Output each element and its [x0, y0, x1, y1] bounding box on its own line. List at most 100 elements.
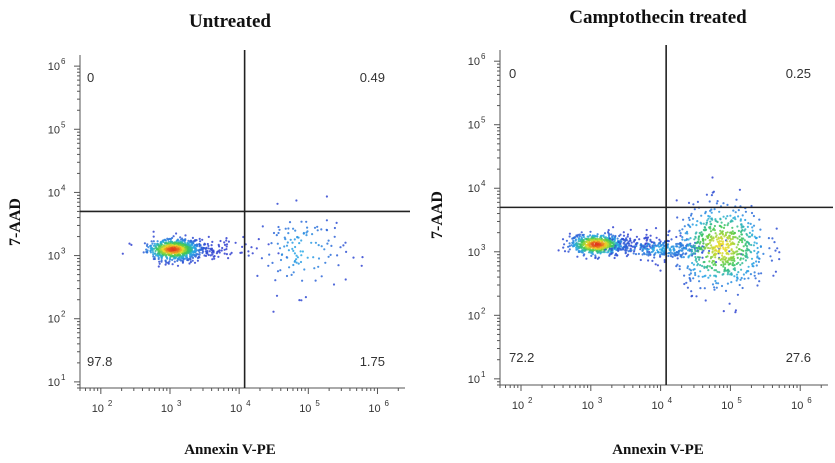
data-point	[741, 241, 744, 244]
data-point	[647, 248, 650, 251]
data-point	[641, 244, 645, 247]
data-point	[194, 247, 197, 250]
data-point	[149, 249, 152, 253]
data-point	[572, 239, 575, 242]
data-point	[184, 234, 187, 237]
data-point	[677, 249, 681, 252]
data-point	[329, 253, 332, 256]
data-point	[173, 250, 176, 254]
data-point	[778, 258, 781, 261]
data-point	[686, 265, 690, 268]
data-point	[753, 241, 756, 244]
data-point	[288, 221, 292, 224]
data-point	[653, 256, 656, 259]
data-point	[711, 255, 714, 258]
data-point	[756, 284, 759, 287]
data-point	[715, 282, 718, 285]
data-point	[714, 248, 717, 251]
data-point	[596, 233, 599, 236]
data-point	[710, 266, 713, 269]
data-point	[758, 235, 761, 238]
data-point	[724, 258, 727, 261]
data-point	[692, 268, 695, 271]
data-point	[728, 234, 731, 237]
y-tick-exponent: 4	[481, 179, 486, 188]
data-point	[634, 253, 638, 256]
y-tick-label: 10	[468, 374, 480, 386]
data-point	[577, 240, 580, 243]
data-point	[690, 245, 693, 248]
data-point	[190, 239, 193, 242]
data-point	[198, 248, 201, 251]
data-point	[672, 253, 675, 256]
data-point	[719, 229, 722, 232]
data-point	[193, 250, 196, 253]
data-point	[267, 243, 270, 246]
data-point	[121, 252, 124, 255]
quadrant-upper-right-value: 0.25	[786, 66, 811, 81]
data-point	[584, 249, 587, 252]
x-tick-exponent: 3	[177, 399, 182, 408]
data-point	[206, 242, 209, 246]
data-point	[225, 253, 228, 256]
data-point	[211, 240, 214, 243]
data-point	[748, 235, 752, 238]
data-point	[300, 299, 303, 302]
data-point	[663, 260, 666, 264]
data-point	[165, 255, 168, 258]
x-tick-label: 10	[299, 403, 311, 415]
data-point	[193, 261, 197, 264]
data-point	[251, 252, 254, 255]
data-point	[344, 241, 347, 244]
data-point	[768, 247, 771, 250]
data-point	[580, 241, 584, 244]
data-point	[608, 247, 611, 250]
data-point	[726, 273, 729, 276]
data-point	[179, 259, 182, 262]
data-point	[582, 239, 585, 242]
y-tick-label: 10	[48, 314, 60, 326]
data-point	[726, 203, 729, 206]
data-point	[277, 231, 280, 235]
data-point	[697, 275, 700, 278]
data-point	[727, 244, 730, 247]
quadrant-upper-left-value: 0	[509, 66, 516, 81]
data-point	[223, 241, 226, 244]
data-point	[738, 283, 741, 287]
data-point	[693, 238, 696, 241]
data-point	[727, 253, 730, 256]
data-point	[749, 273, 753, 276]
data-point	[276, 242, 279, 245]
data-point	[731, 226, 734, 229]
data-point	[685, 244, 688, 247]
data-point	[708, 200, 711, 203]
data-point	[579, 238, 582, 241]
data-point	[345, 250, 348, 253]
data-point	[218, 251, 221, 254]
data-point	[738, 248, 741, 251]
data-point	[168, 251, 171, 254]
data-point	[751, 263, 754, 266]
data-point	[161, 247, 164, 250]
data-point	[578, 233, 582, 236]
data-point	[719, 218, 722, 221]
data-point	[702, 261, 705, 264]
data-point	[741, 286, 744, 290]
data-point	[703, 266, 706, 269]
data-point	[709, 235, 712, 239]
x-tick-label: 10	[161, 403, 173, 415]
data-point	[616, 237, 619, 240]
data-point	[755, 260, 758, 263]
data-point	[709, 225, 712, 229]
data-point	[715, 238, 719, 241]
data-point	[717, 237, 720, 240]
y-tick-label: 10	[48, 377, 60, 389]
data-point	[206, 251, 209, 254]
data-point	[326, 242, 329, 245]
data-point	[699, 287, 702, 290]
y-tick-label: 10	[48, 124, 60, 136]
data-point	[706, 266, 709, 269]
data-point	[171, 263, 174, 266]
data-point	[660, 244, 663, 247]
data-point	[709, 220, 712, 223]
